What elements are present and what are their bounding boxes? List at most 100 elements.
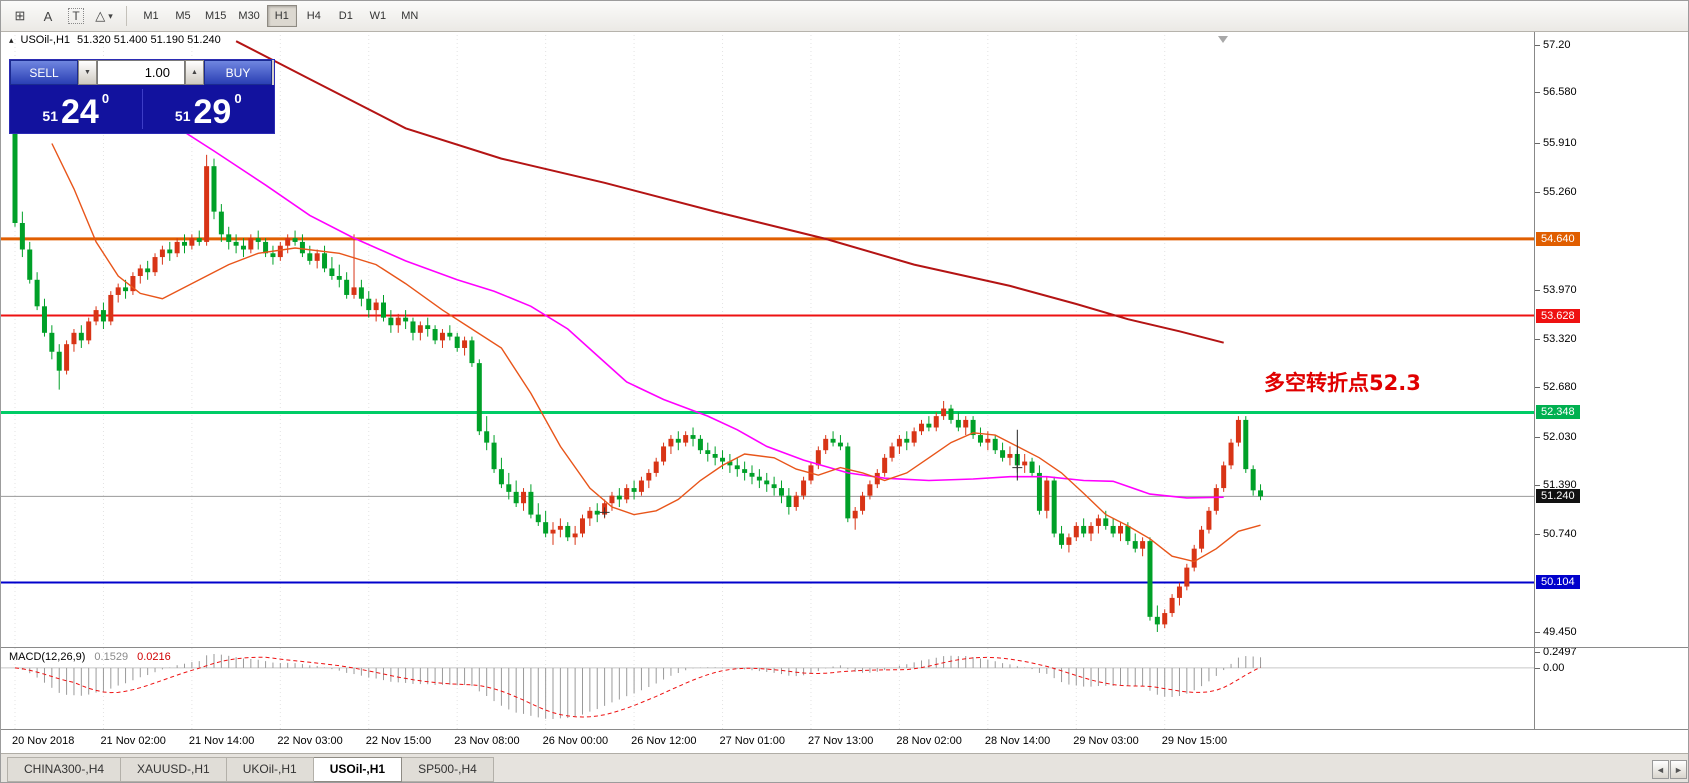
candle-body (867, 484, 873, 496)
chart-tab-usoil-h1[interactable]: USOil-,H1 (313, 757, 403, 782)
candle-body (992, 438, 998, 451)
ma-fast-line (51, 143, 1261, 563)
candle-body (49, 332, 55, 352)
time-axis[interactable]: 20 Nov 2018 21 Nov 02:00 21 Nov 14:00 22 No… (1, 730, 1688, 753)
sell-button[interactable]: SELL (10, 60, 78, 85)
shapes-tool-button[interactable]: △ ▾ (91, 4, 117, 28)
candle-body (749, 472, 755, 477)
macd-main-value: 0.1529 (94, 651, 129, 663)
candle-body (152, 257, 158, 273)
candle-body (329, 268, 335, 277)
buy-price-display[interactable]: 51 29 0 (143, 85, 275, 133)
chart-tab-xauusd-h1[interactable]: XAUUSD-,H1 (121, 757, 227, 782)
candle-body (579, 518, 585, 534)
tab-scroll-right-button[interactable]: ► (1670, 760, 1687, 779)
time-axis-label: 29 Nov 03:00 (1073, 735, 1139, 747)
arrow-left-icon: ◄ (1656, 764, 1665, 775)
text-tool-button[interactable]: T (63, 4, 89, 28)
chart-tab-bar: CHINA300-,H4 XAUUSD-,H1 UKOil-,H1 USOil-,H1… (1, 753, 1688, 782)
chart-symbol-icon: ▴ (9, 34, 14, 45)
candle-body (1235, 419, 1241, 443)
candle-body (624, 488, 630, 500)
candle-body (837, 442, 843, 447)
price-axis-tick: 56.580 (1535, 85, 1577, 98)
candle-body (742, 469, 748, 473)
candle-body (78, 332, 84, 341)
candle-body (351, 287, 357, 295)
candle-body (1140, 541, 1146, 549)
price-axis-tick: 55.260 (1535, 185, 1577, 198)
time-axis-label: 27 Nov 01:00 (719, 735, 785, 747)
candle-body (712, 453, 718, 458)
drawn-cross-marker[interactable] (599, 507, 610, 518)
sell-price-display[interactable]: 51 24 0 (10, 85, 142, 133)
timeframe-button-m5[interactable]: M5 (168, 5, 198, 27)
drawn-cross-marker[interactable] (1012, 462, 1023, 473)
candle-body (860, 495, 866, 511)
candle-body (889, 446, 895, 458)
time-axis-label: 27 Nov 13:00 (807, 735, 874, 747)
timeframe-button-m15[interactable]: M15 (200, 5, 231, 27)
candle-body (926, 423, 932, 428)
volume-decrease-button[interactable]: ▼ (78, 60, 97, 85)
chart-macd-separator (1, 647, 1688, 648)
candle-body (852, 510, 858, 519)
timeframe-button-m30[interactable]: M30 (233, 5, 264, 27)
candle-body (1088, 525, 1094, 534)
candle-body (167, 249, 173, 254)
candle-body (299, 241, 305, 254)
candle-body (638, 480, 644, 492)
candle-body (631, 488, 637, 492)
candle-body (137, 268, 143, 277)
timeframe-button-w1[interactable]: W1 (363, 5, 393, 27)
volume-increase-button[interactable]: ▲ (185, 60, 204, 85)
timeframe-button-h1[interactable]: H1 (266, 5, 297, 27)
price-line-label: 50.104 (1536, 575, 1580, 590)
candle-body (727, 461, 733, 466)
tab-scroll-left-button[interactable]: ◄ (1652, 760, 1669, 779)
timeframe-button-h4[interactable]: H4 (299, 5, 329, 27)
volume-input[interactable] (97, 60, 185, 85)
time-axis-label: 20 Nov 2018 (12, 735, 75, 747)
candle-body (661, 446, 667, 462)
timeframe-button-mn[interactable]: MN (395, 5, 425, 27)
chart-tab-china300-h4[interactable]: CHINA300-,H4 (7, 757, 122, 782)
candle-body (270, 253, 276, 258)
candle-body (1243, 419, 1249, 470)
time-axis-label: 26 Nov 12:00 (631, 735, 697, 747)
price-axis-tick: 52.030 (1535, 430, 1577, 443)
candle-body (1066, 537, 1072, 545)
candle-body (616, 495, 622, 500)
time-axis-label: 29 Nov 15:00 (1161, 735, 1228, 747)
objects-grid-tool-button[interactable]: ⊞ (7, 4, 33, 28)
chart-tab-sp500-h4[interactable]: SP500-,H4 (402, 757, 494, 782)
timeframe-button-d1[interactable]: D1 (331, 5, 361, 27)
macd-indicator-panel[interactable] (1, 648, 1534, 729)
candle-body (1081, 525, 1087, 534)
candle-body (1169, 597, 1175, 614)
candle-body (786, 495, 792, 508)
price-axis[interactable]: 57.20 56.580 55.910 55.260 53.970 53.320 52.68… (1534, 31, 1688, 740)
candle-body (1000, 450, 1006, 458)
candle-body (1221, 465, 1227, 489)
candle-body (159, 249, 165, 258)
candle-body (27, 249, 33, 280)
chart-tab-ukoil-h1[interactable]: UKOil-,H1 (226, 757, 314, 782)
candle-body (1118, 525, 1123, 534)
candle-body (911, 431, 917, 443)
price-chart[interactable] (1, 31, 1534, 647)
chart-ohlc-title: ▴ USOil-,H1 51.320 51.400 51.190 51.240 (9, 34, 221, 46)
candle-body (653, 461, 659, 473)
candle-body (955, 419, 961, 428)
candle-body (71, 332, 77, 345)
buy-button[interactable]: BUY (204, 60, 272, 85)
candle-body (697, 438, 703, 451)
timeframe-button-m1[interactable]: M1 (136, 5, 166, 27)
text-label-tool-button[interactable]: A (35, 4, 61, 28)
candle-body (845, 446, 851, 519)
time-axis-label: 22 Nov 03:00 (277, 735, 343, 747)
candle-body (211, 166, 217, 212)
candle-body (373, 302, 379, 311)
price-line-label: 52.348 (1536, 405, 1580, 420)
candle-body (108, 294, 114, 322)
